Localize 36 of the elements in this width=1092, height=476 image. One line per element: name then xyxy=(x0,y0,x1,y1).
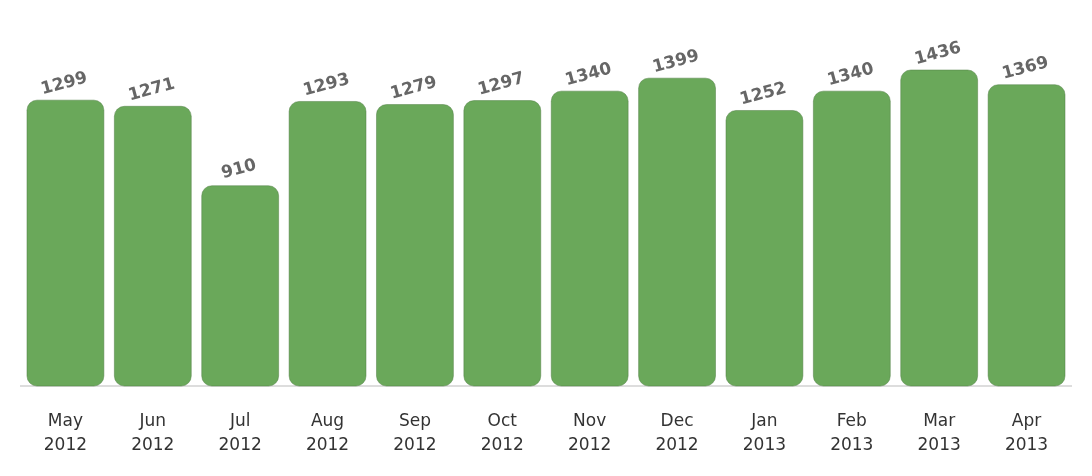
x-tick-label: Apr 2013 xyxy=(1004,410,1049,454)
x-tick-label: Jul 2012 xyxy=(218,410,262,454)
bar xyxy=(987,84,1066,387)
x-tick-label: Dec 2012 xyxy=(655,410,699,454)
x-tick-label: Oct 2012 xyxy=(480,410,524,454)
data-label: 1297 xyxy=(475,67,527,99)
data-label: 1293 xyxy=(300,67,352,100)
x-tick-label: Feb 2013 xyxy=(830,410,874,454)
x-tick-label: May 2012 xyxy=(43,410,88,454)
x-tick-label: Sep 2012 xyxy=(393,410,437,454)
bar xyxy=(550,90,629,387)
bar xyxy=(114,106,192,387)
bar xyxy=(725,110,804,387)
data-label: 1279 xyxy=(387,70,439,103)
x-tick-label: Jan 2013 xyxy=(742,410,787,454)
bar xyxy=(201,185,279,387)
x-tick-label: Aug 2012 xyxy=(305,410,350,454)
data-label: 1340 xyxy=(562,57,614,90)
data-label: 1252 xyxy=(737,76,789,109)
x-tick-label: Nov 2012 xyxy=(568,410,612,454)
data-label: 1271 xyxy=(125,72,177,105)
bar xyxy=(813,90,891,387)
data-label: 1340 xyxy=(824,57,876,90)
bar xyxy=(288,101,367,387)
bar xyxy=(463,100,542,387)
x-tick-label: Jun 2012 xyxy=(131,410,175,454)
x-tick-label: Mar 2013 xyxy=(917,410,961,454)
data-label: 910 xyxy=(218,153,259,183)
bar xyxy=(638,77,716,387)
data-label: 1436 xyxy=(912,36,964,68)
bar xyxy=(26,99,105,387)
bar xyxy=(376,104,454,387)
data-label: 1369 xyxy=(999,51,1051,83)
bar xyxy=(900,69,978,387)
data-label: 1299 xyxy=(38,66,90,99)
data-label: 1399 xyxy=(650,44,701,77)
